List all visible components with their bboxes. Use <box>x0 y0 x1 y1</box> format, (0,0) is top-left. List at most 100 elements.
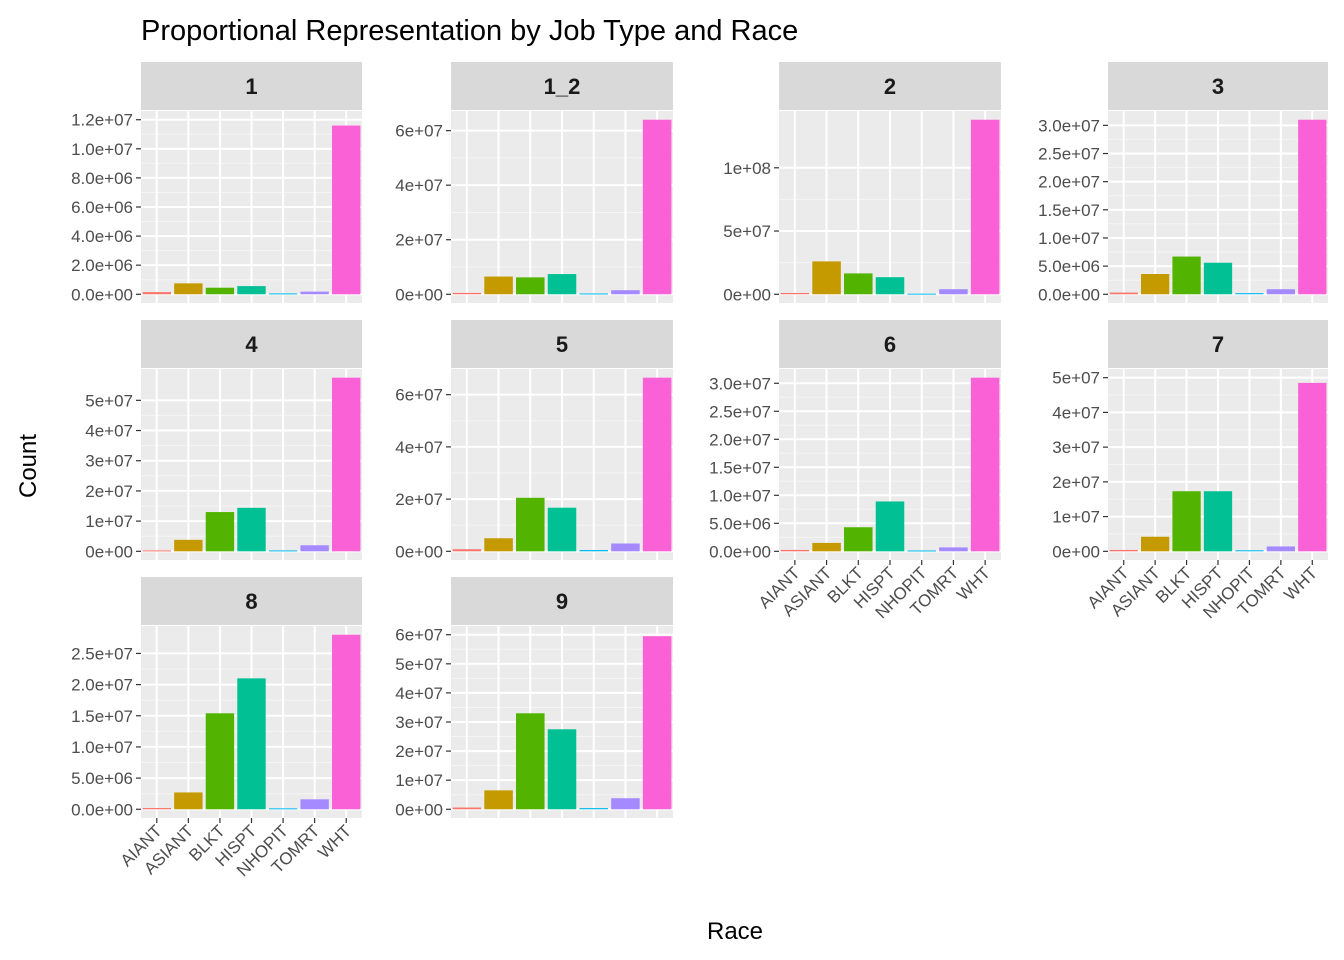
bar-wht <box>1298 382 1327 552</box>
facet-strip-label: 1_2 <box>544 74 581 99</box>
y-tick-label: 6e+07 <box>395 626 443 645</box>
x-tick-label: WHT <box>1280 563 1321 604</box>
y-tick-label: 4e+07 <box>395 438 443 457</box>
y-tick-label: 1.0e+07 <box>71 738 133 757</box>
y-tick-label: 5e+07 <box>723 222 771 241</box>
bar-hispt <box>547 729 577 810</box>
y-tick-label: 1.0e+07 <box>71 140 133 159</box>
facet-strip <box>141 62 362 110</box>
bar-aiant <box>142 808 171 810</box>
bar-asiant <box>1141 274 1170 295</box>
facet-strip-label: 1 <box>245 74 257 99</box>
y-tick-label: 1e+07 <box>1052 508 1100 527</box>
y-tick-label: 4e+07 <box>395 684 443 703</box>
bar-tomrt <box>1266 546 1295 552</box>
bar-nhopit <box>579 293 608 295</box>
y-tick-label: 2e+07 <box>395 490 443 509</box>
facet-panel-6: 6 0.0e+00 5.0e+06 1.0e+07 1.5e+07 2.0e+07 2.5e… <box>709 320 1001 622</box>
bar-nhopit <box>268 808 298 810</box>
bar-nhopit <box>268 293 298 295</box>
bar-asiant <box>484 538 513 552</box>
bar-wht <box>332 634 361 810</box>
bar-nhopit <box>1235 293 1264 295</box>
bar-hispt <box>237 507 266 552</box>
y-tick-label: 0.0e+00 <box>709 542 771 561</box>
bar-asiant <box>174 792 203 810</box>
bar-nhopit <box>1235 550 1264 552</box>
bar-hispt <box>875 501 905 552</box>
y-tick-label: 5e+07 <box>1052 369 1100 388</box>
facet-panel-7: 70e+001e+072e+073e+074e+075e+07AIANTASIA… <box>1052 320 1328 622</box>
bar-asiant <box>1141 536 1170 552</box>
bar-nhopit <box>579 550 608 552</box>
y-tick-label: 2e+07 <box>1052 473 1100 492</box>
bar-tomrt <box>300 291 329 295</box>
y-tick-label: 0.0e+00 <box>1038 285 1100 304</box>
y-tick-label: 5e+07 <box>395 655 443 674</box>
y-tick-label: 3e+07 <box>1052 438 1100 457</box>
bar-wht <box>642 119 672 295</box>
y-tick-label: 0.0e+00 <box>71 800 133 819</box>
y-tick-label: 2e+07 <box>395 231 443 250</box>
y-tick-label: 1.0e+07 <box>1038 229 1100 248</box>
bar-blkt <box>205 713 235 810</box>
bar-nhopit <box>907 550 936 552</box>
facet-strip-label: 8 <box>245 589 257 614</box>
facet-strip-label: 2 <box>884 74 896 99</box>
facet-panel-9: 9 0e+00 1e+07 2e+07 3e+07 4e+07 5e+07 6e+07 <box>395 577 673 819</box>
y-tick-label: 8.0e+06 <box>71 169 133 188</box>
bar-hispt <box>875 277 905 295</box>
y-tick-label: 0e+00 <box>395 542 443 561</box>
facet-strip <box>779 62 1001 110</box>
bar-aiant <box>1109 549 1138 552</box>
bar-blkt <box>205 287 235 295</box>
bar-aiant <box>142 550 171 552</box>
facet-strip-label: 5 <box>556 332 568 357</box>
bar-blkt <box>516 497 545 552</box>
bar-tomrt <box>611 290 640 295</box>
y-tick-label: 6.0e+06 <box>71 198 133 217</box>
y-tick-label: 2.0e+06 <box>71 256 133 275</box>
y-tick-label: 2.5e+07 <box>1038 145 1100 164</box>
facet-strip <box>141 577 362 625</box>
y-tick-label: 0e+00 <box>395 285 443 304</box>
y-tick-label: 3.0e+07 <box>1038 116 1100 135</box>
facet-panel-5: 5 0e+00 2e+07 4e+07 6e+07 <box>395 320 673 561</box>
bar-blkt <box>205 512 235 552</box>
bar-asiant <box>174 283 203 295</box>
y-tick-label: 4e+07 <box>1052 403 1100 422</box>
chart-title: Proportional Representation by Job Type … <box>141 15 798 47</box>
bar-nhopit <box>268 550 298 552</box>
bar-asiant <box>484 276 513 295</box>
facet-panel-1_2: 1_2 0e+00 2e+07 4e+07 6e+07 <box>395 62 673 304</box>
y-tick-label: 0e+00 <box>395 800 443 819</box>
facet-panel-1: 1 0.0e+00 2.0e+06 4.0e+06 6.0e+06 8.0e+06 1.0e… <box>71 62 362 304</box>
facet-strip-label: 3 <box>1212 74 1224 99</box>
y-tick-label: 2e+07 <box>395 742 443 761</box>
bar-tomrt <box>939 547 968 552</box>
y-tick-label: 1e+07 <box>395 771 443 790</box>
bar-blkt <box>844 273 873 295</box>
y-tick-label: 2.0e+07 <box>709 430 771 449</box>
y-tick-label: 5.0e+06 <box>71 769 133 788</box>
bar-tomrt <box>939 289 968 295</box>
facet-grid: 1 0.0e+00 2.0e+06 4.0e+06 6.0e+06 8.0e+06 1.0e… <box>71 62 1328 880</box>
y-tick-label: 1.0e+07 <box>709 486 771 505</box>
y-tick-label: 2.5e+07 <box>709 402 771 421</box>
y-tick-label: 2e+07 <box>85 482 133 501</box>
y-tick-label: 0.0e+00 <box>71 285 133 304</box>
facet-strip <box>451 62 673 110</box>
y-tick-label: 5.0e+06 <box>709 514 771 533</box>
bar-blkt <box>1172 256 1201 295</box>
y-tick-label: 0e+00 <box>85 542 133 561</box>
bar-aiant <box>780 549 810 552</box>
x-tick-label: WHT <box>953 563 994 604</box>
facet-panel-3: 3 0.0e+00 5.0e+06 1.0e+07 1.5e+07 2.0e+07 2.5e… <box>1038 62 1328 304</box>
bar-wht <box>332 125 361 295</box>
bar-hispt <box>237 678 266 810</box>
y-tick-label: 1e+07 <box>85 512 133 531</box>
facet-strip <box>1108 320 1328 368</box>
y-tick-label: 6e+07 <box>395 122 443 141</box>
bar-tomrt <box>300 545 329 552</box>
bar-wht <box>970 377 1000 552</box>
